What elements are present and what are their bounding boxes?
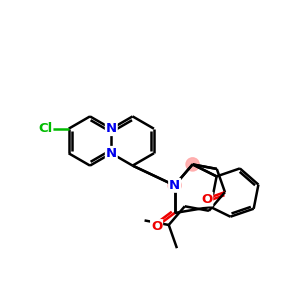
Text: N: N <box>106 147 117 160</box>
Text: O: O <box>151 220 162 233</box>
Circle shape <box>186 158 199 171</box>
Circle shape <box>168 179 181 192</box>
Text: Cl: Cl <box>38 122 52 135</box>
Text: N: N <box>169 179 180 192</box>
Text: O: O <box>201 193 212 206</box>
Text: N: N <box>106 122 117 135</box>
